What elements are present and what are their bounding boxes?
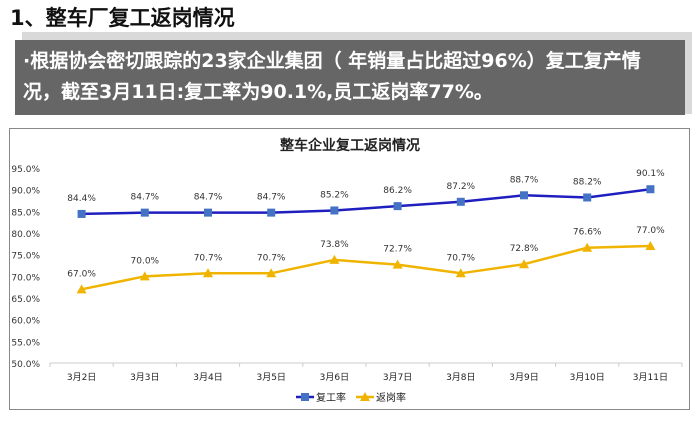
data-point-triangle	[203, 268, 213, 278]
data-point-square	[520, 191, 528, 200]
chart-title: 整车企业复工返岗情况	[279, 137, 420, 154]
series-line-1	[81, 244, 651, 291]
x-tick-label: 3月6日	[320, 372, 349, 383]
y-tick-label: 60.0%	[11, 317, 40, 327]
data-point-triangle	[392, 259, 403, 269]
data-point-square	[140, 208, 149, 217]
data-point-square	[267, 208, 276, 217]
x-tick-label: 3月10日	[570, 372, 605, 383]
y-tick-label: 75.0%	[11, 252, 40, 262]
legend-label: 复工率	[316, 391, 346, 404]
data-point-triangle	[582, 242, 593, 252]
data-label: 85.2%	[320, 190, 349, 200]
data-label: 73.8%	[320, 240, 349, 250]
legend-marker-triangle	[360, 392, 370, 401]
data-label: 86.2%	[383, 186, 412, 196]
data-label: 84.7%	[194, 193, 223, 203]
x-tick-label: 3月2日	[67, 372, 96, 383]
data-label: 67.0%	[67, 269, 96, 279]
data-point-square	[393, 202, 402, 211]
legend-marker-square	[301, 393, 309, 401]
data-point-triangle	[139, 271, 150, 281]
data-point-square	[456, 197, 465, 206]
data-point-triangle	[76, 284, 87, 294]
page-heading: 1、整车厂复工返岗情况	[10, 6, 235, 30]
data-label: 76.6%	[573, 228, 602, 238]
data-point-square	[330, 206, 339, 215]
data-point-triangle	[329, 254, 340, 264]
legend-label: 返岗率	[376, 391, 406, 404]
data-point-triangle	[266, 268, 277, 278]
x-tick-label: 3月8日	[446, 372, 475, 383]
data-label: 72.8%	[510, 244, 539, 254]
data-point-square	[646, 185, 655, 194]
data-label: 84.7%	[131, 193, 160, 203]
y-tick-label: 55.0%	[11, 338, 40, 348]
summary-box: ·根据协会密切跟踪的23家企业集团（ 年销量占比超过96%）复工复产情况，截至3…	[15, 40, 685, 115]
y-tick-label: 95.0%	[11, 165, 40, 175]
data-point-triangle	[455, 268, 466, 278]
data-label: 70.7%	[194, 253, 223, 263]
y-tick-label: 90.0%	[11, 187, 40, 197]
y-tick-label: 80.0%	[11, 230, 40, 240]
data-point-triangle	[519, 259, 529, 269]
data-point-square	[204, 208, 212, 217]
y-tick-label: 50.0%	[11, 360, 40, 370]
data-label: 88.7%	[510, 175, 539, 185]
y-tick-label: 65.0%	[11, 295, 40, 305]
data-point-square	[77, 209, 86, 218]
x-tick-label: 3月9日	[509, 372, 538, 383]
y-tick-label: 70.0%	[11, 273, 40, 283]
data-label: 88.2%	[573, 177, 602, 187]
x-tick-label: 3月3日	[130, 372, 159, 383]
x-tick-label: 3月11日	[633, 372, 668, 383]
x-tick-label: 3月4日	[193, 372, 222, 383]
data-label: 84.7%	[257, 193, 286, 203]
data-label: 77.0%	[636, 226, 665, 236]
data-label: 70.7%	[257, 253, 286, 263]
series-line-0	[81, 187, 651, 216]
x-tick-label: 3月7日	[383, 372, 412, 383]
data-point-triangle	[645, 241, 656, 250]
data-label: 90.1%	[636, 169, 665, 179]
data-label: 70.0%	[131, 256, 160, 266]
data-label: 84.4%	[67, 194, 96, 204]
data-label: 70.7%	[447, 253, 476, 263]
data-label: 87.2%	[447, 182, 476, 192]
y-tick-label: 85.0%	[11, 208, 40, 218]
data-point-square	[583, 193, 592, 202]
data-label: 72.7%	[383, 245, 412, 255]
x-tick-label: 3月5日	[256, 372, 285, 383]
